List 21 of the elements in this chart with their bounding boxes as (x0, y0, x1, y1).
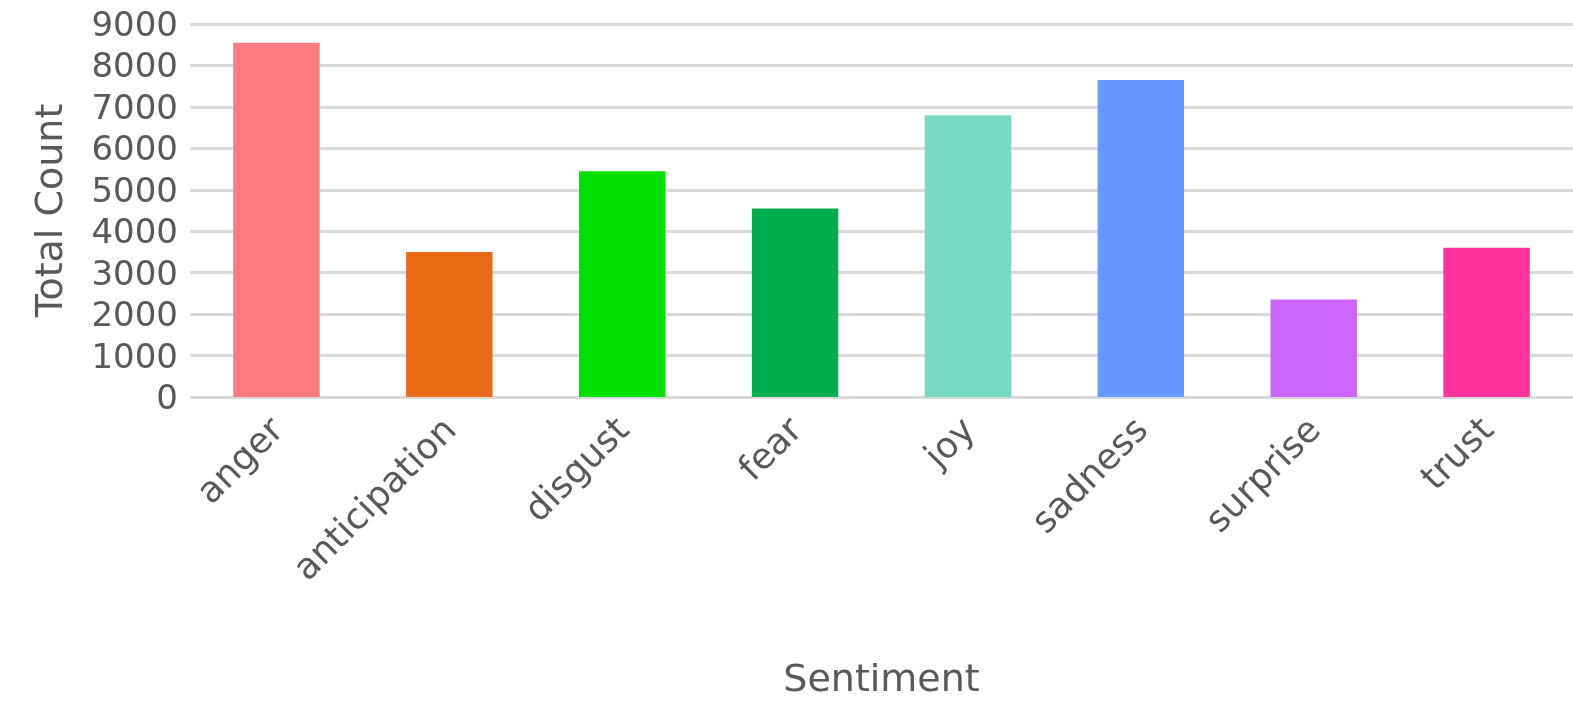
y-tick-label: 9000 (91, 4, 178, 44)
y-tick-label: 8000 (91, 45, 178, 86)
y-tick-label: 1000 (91, 335, 178, 376)
y-tick-label: 0 (156, 377, 178, 417)
bar (1270, 299, 1357, 397)
y-tick-label: 4000 (91, 211, 178, 252)
y-tick-label: 6000 (91, 128, 178, 169)
bar (751, 208, 839, 397)
x-axis-title: Sentiment (783, 656, 980, 700)
y-tick-label: 7000 (91, 86, 178, 127)
y-tick-label: 2000 (91, 294, 178, 335)
bar (924, 115, 1012, 397)
bar (233, 42, 320, 397)
y-tick-label: 3000 (91, 252, 178, 293)
bar (406, 251, 493, 397)
bar (578, 171, 666, 397)
y-axis-title: Total Count (27, 103, 71, 319)
y-tick-label: 5000 (91, 169, 178, 210)
bar (1097, 79, 1185, 397)
x-tick-label: joy (915, 408, 983, 476)
bar (1443, 247, 1530, 397)
